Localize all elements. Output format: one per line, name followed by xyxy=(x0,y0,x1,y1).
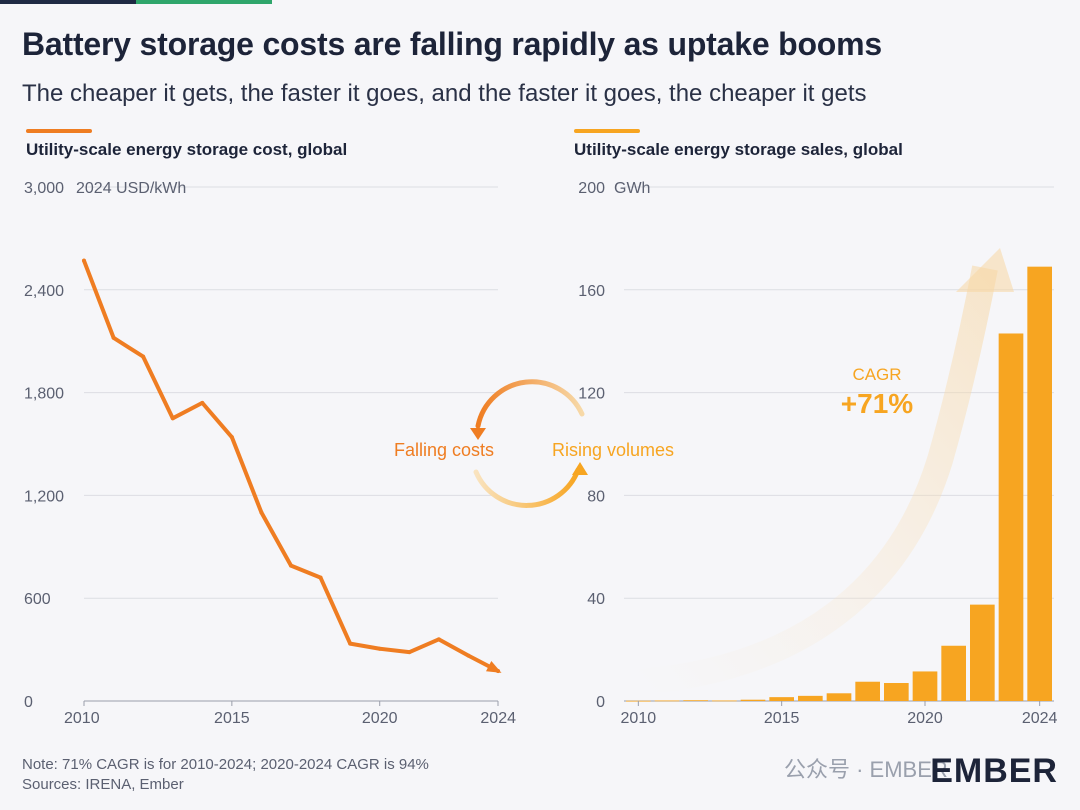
sales-legend-swatch xyxy=(574,129,640,133)
cost-arrowhead xyxy=(486,661,502,673)
footnote-sources: Sources: IRENA, Ember xyxy=(22,776,184,793)
sales-bar xyxy=(826,693,852,701)
sales-bar xyxy=(654,700,680,702)
cost-data-point xyxy=(170,416,175,421)
cost-data-point xyxy=(259,510,264,515)
sales-y-tick-label: 160 xyxy=(578,283,605,300)
cost-data-point xyxy=(348,641,353,646)
sales-bar xyxy=(712,700,737,702)
cagr-label: CAGR xyxy=(852,365,901,384)
footnote-note: Note: 71% CAGR is for 2010-2024; 2020-20… xyxy=(22,756,429,773)
cost-y-tick-label: 1,800 xyxy=(24,386,64,403)
sales-bar xyxy=(941,645,966,701)
cost-data-point xyxy=(82,258,86,263)
sales-bar xyxy=(1027,266,1052,701)
page-subtitle: The cheaper it gets, the faster it goes,… xyxy=(22,80,867,107)
sales-y-tick-label: 40 xyxy=(587,591,605,608)
cost-data-point xyxy=(318,575,323,580)
cagr-trend-arrowhead xyxy=(956,248,1014,292)
sales-unit-label: GWh xyxy=(614,180,650,197)
sales-x-tick-label: 2024 xyxy=(1022,710,1058,727)
top-accent-bar xyxy=(0,0,272,4)
cost-y-tick-label: 3,000 xyxy=(24,180,64,197)
sales-bar xyxy=(798,695,823,701)
sales-bar xyxy=(998,333,1024,701)
cost-data-point xyxy=(141,354,146,359)
cost-y-tick-label: 0 xyxy=(24,694,33,711)
sales-chart-title: Utility-scale energy storage sales, glob… xyxy=(574,140,903,159)
cost-y-tick-label: 2,400 xyxy=(24,283,64,300)
cost-data-point xyxy=(407,650,412,655)
cost-y-tick-label: 1,200 xyxy=(24,488,64,505)
cost-legend-swatch xyxy=(26,129,92,133)
sales-y-tick-label: 200 xyxy=(578,180,605,197)
cost-data-point xyxy=(466,653,471,658)
watermark-text: 公众号 · EMBER xyxy=(784,757,948,782)
sales-y-tick-label: 120 xyxy=(578,386,605,403)
cost-data-point xyxy=(200,400,205,405)
cost-x-tick-label: 2024 xyxy=(480,710,516,727)
sales-bar xyxy=(970,604,995,701)
cycle-label-rising-volumes: Rising volumes xyxy=(552,440,674,460)
cost-x-tick-label: 2010 xyxy=(64,710,100,727)
accent-segment-dark xyxy=(0,0,136,4)
sales-bar xyxy=(769,697,794,701)
sales-bar xyxy=(683,700,708,702)
cost-x-tick-label: 2015 xyxy=(214,710,250,727)
cost-x-tick-label: 2020 xyxy=(362,710,398,727)
ember-logo: EMBER xyxy=(930,752,1058,790)
footnote: Note: 71% CAGR is for 2010-2024; 2020-20… xyxy=(22,755,429,795)
cost-y-tick-label: 600 xyxy=(24,591,51,608)
sales-bar xyxy=(884,683,909,701)
sales-x-tick-label: 2010 xyxy=(621,710,657,727)
sales-x-tick-label: 2020 xyxy=(907,710,943,727)
cost-data-point xyxy=(436,637,441,642)
cost-data-point xyxy=(377,646,382,651)
cycle-arrowhead-right xyxy=(572,462,588,475)
cost-data-point xyxy=(111,335,116,340)
accent-segment-green xyxy=(136,0,272,4)
cycle-arrowhead-left xyxy=(470,428,486,440)
cost-unit-label: 2024 USD/kWh xyxy=(76,180,186,197)
sales-y-tick-label: 0 xyxy=(596,694,605,711)
sales-y-tick-label: 80 xyxy=(587,488,605,505)
cycle-arc-bottom xyxy=(473,467,581,508)
cagr-trend-arrow xyxy=(638,265,998,695)
cagr-value: +71% xyxy=(841,388,913,419)
cost-data-point xyxy=(229,435,234,440)
sales-bar xyxy=(855,681,880,701)
cycle-label-falling-costs: Falling costs xyxy=(394,440,494,460)
page-title: Battery storage costs are falling rapidl… xyxy=(22,26,882,62)
cost-data-point xyxy=(289,563,293,568)
sales-bar xyxy=(912,671,938,701)
cost-chart-title: Utility-scale energy storage cost, globa… xyxy=(26,140,348,159)
sales-x-tick-label: 2015 xyxy=(764,710,800,727)
cycle-arc-top xyxy=(475,379,585,429)
sales-bar xyxy=(740,699,766,701)
